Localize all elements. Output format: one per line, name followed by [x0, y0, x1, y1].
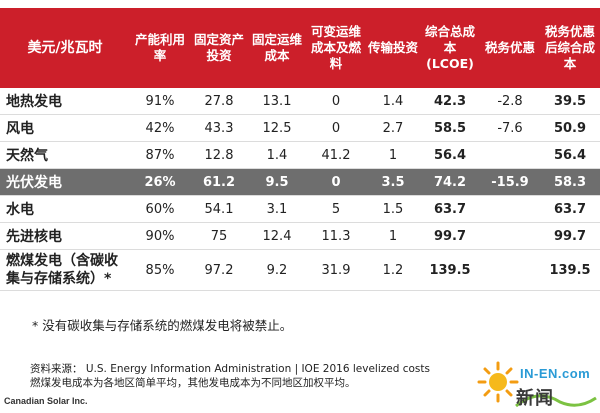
cell-value: 26%: [130, 168, 190, 196]
header-transmission: 传输投资: [366, 8, 420, 88]
header-fixed-om: 固定运维成本: [248, 8, 306, 88]
cell-value: 99.7: [540, 222, 600, 250]
cell-value: 1.4: [366, 88, 420, 115]
cell-value: 56.4: [540, 141, 600, 169]
cell-value: 3.1: [248, 195, 306, 223]
table-row: 燃煤发电（含碳收集与存储系统）* 85% 97.2 9.2 31.9 1.2 1…: [0, 249, 600, 291]
cell-value: -15.9: [480, 168, 540, 196]
row-name: 水电: [0, 195, 130, 223]
table-row: 天然气 87% 12.8 1.4 41.2 1 56.4 56.4: [0, 141, 600, 169]
cell-value: 63.7: [420, 195, 480, 223]
cell-value: 0: [306, 168, 366, 196]
source-note: 资料来源： U.S. Energy Information Administra…: [30, 362, 430, 390]
cell-value: 87%: [130, 141, 190, 169]
cell-value: 75: [190, 222, 248, 250]
cell-value: 74.2: [420, 168, 480, 196]
cell-value: 2.7: [366, 114, 420, 142]
cell-value: 9.5: [248, 168, 306, 196]
cell-value: 85%: [130, 249, 190, 291]
cell-value: 1.5: [366, 195, 420, 223]
table-row: 地热发电 91% 27.8 13.1 0 1.4 42.3 -2.8 39.5: [0, 88, 600, 115]
cell-value: 31.9: [306, 249, 366, 291]
cell-value: -2.8: [480, 88, 540, 115]
header-variable-om: 可变运维成本及燃料: [306, 8, 366, 88]
sun-logo-icon: [477, 361, 597, 408]
table-row: 水电 60% 54.1 3.1 5 1.5 63.7 63.7: [0, 195, 600, 223]
cell-value: 61.2: [190, 168, 248, 196]
source-line: 资料来源： U.S. Energy Information Administra…: [30, 363, 430, 375]
cell-value: 1: [366, 141, 420, 169]
table-row-highlighted: 光伏发电 26% 61.2 9.5 0 3.5 74.2 -15.9 58.3: [0, 168, 600, 196]
header-capacity-factor: 产能利用率: [130, 8, 190, 88]
row-name: 光伏发电: [0, 168, 130, 196]
header-lcoe: 综合总成本(LCOE): [420, 8, 480, 88]
cell-value: 43.3: [190, 114, 248, 142]
cell-value: 13.1: [248, 88, 306, 115]
cell-value: 0: [306, 88, 366, 115]
header-row: 美元/兆瓦时 产能利用率 固定资产投资 固定运维成本 可变运维成本及燃料 传输投…: [0, 8, 600, 88]
cell-value: 42%: [130, 114, 190, 142]
header-unit: 美元/兆瓦时: [0, 8, 130, 88]
row-name: 风电: [0, 114, 130, 142]
cell-value: 12.4: [248, 222, 306, 250]
header-capex: 固定资产投资: [190, 8, 248, 88]
cell-value: 54.1: [190, 195, 248, 223]
cell-value: [480, 195, 540, 223]
cell-value: 99.7: [420, 222, 480, 250]
cell-value: 1.4: [248, 141, 306, 169]
cell-value: 50.9: [540, 114, 600, 142]
table-row: 先进核电 90% 75 12.4 11.3 1 99.7 99.7: [0, 222, 600, 250]
cell-value: 139.5: [540, 249, 600, 291]
cell-value: [480, 141, 540, 169]
cell-value: 58.3: [540, 168, 600, 196]
cell-value: 39.5: [540, 88, 600, 115]
cell-value: 58.5: [420, 114, 480, 142]
cell-value: 1.2: [366, 249, 420, 291]
cell-value: 91%: [130, 88, 190, 115]
cell-value: 12.5: [248, 114, 306, 142]
cell-value: 27.8: [190, 88, 248, 115]
cell-value: 41.2: [306, 141, 366, 169]
cell-value: 1: [366, 222, 420, 250]
footnote: * 没有碳收集与存储系统的燃煤发电将被禁止。: [32, 318, 293, 333]
row-name: 先进核电: [0, 222, 130, 250]
logo-text: IN-EN.com: [520, 366, 591, 381]
cell-value: 11.3: [306, 222, 366, 250]
row-name: 地热发电: [0, 88, 130, 115]
row-name: 燃煤发电（含碳收集与存储系统）*: [0, 249, 130, 291]
table-row: 风电 42% 43.3 12.5 0 2.7 58.5 -7.6 50.9: [0, 114, 600, 142]
cell-value: 12.8: [190, 141, 248, 169]
logo-cn-text: 新闻: [516, 388, 554, 409]
cell-value: [480, 249, 540, 291]
row-name: 天然气: [0, 141, 130, 169]
cell-value: 3.5: [366, 168, 420, 196]
cell-value: 56.4: [420, 141, 480, 169]
cell-value: [480, 222, 540, 250]
cell-value: 63.7: [540, 195, 600, 223]
cell-value: 5: [306, 195, 366, 223]
cell-value: 9.2: [248, 249, 306, 291]
source-line: 燃煤发电成本为各地区简单平均，其他发电成本为不同地区加权平均。: [30, 377, 356, 389]
cost-table: 美元/兆瓦时 产能利用率 固定资产投资 固定运维成本 可变运维成本及燃料 传输投…: [0, 8, 600, 291]
cell-value: 0: [306, 114, 366, 142]
cell-value: 139.5: [420, 249, 480, 291]
cell-value: 97.2: [190, 249, 248, 291]
cell-value: 42.3: [420, 88, 480, 115]
cell-value: -7.6: [480, 114, 540, 142]
company-name: Canadian Solar Inc.: [4, 396, 88, 406]
cell-value: 90%: [130, 222, 190, 250]
header-tax-credit: 税务优惠: [480, 8, 540, 88]
cell-value: 60%: [130, 195, 190, 223]
header-after-tax: 税务优惠后综合成本: [540, 8, 600, 88]
